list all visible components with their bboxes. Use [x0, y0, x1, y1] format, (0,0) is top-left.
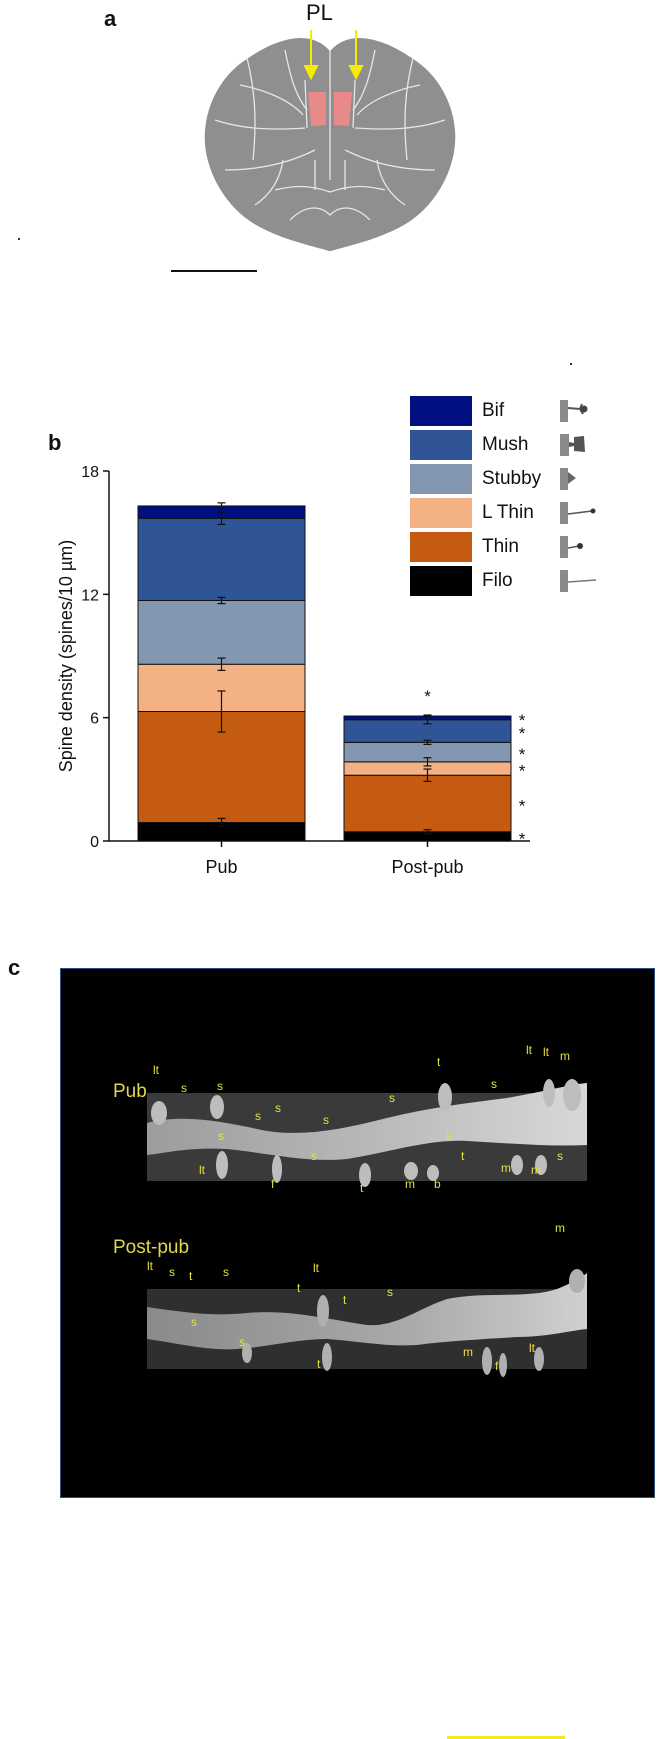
legend-label: L Thin: [482, 502, 534, 524]
spine-label-postpub: lt: [529, 1341, 535, 1355]
legend-label: Filo: [482, 570, 513, 592]
panel-c-letter: c: [8, 955, 20, 981]
bar-segment-mush: [138, 518, 305, 600]
postpub-dendrite-image: [147, 1269, 587, 1399]
legend-item-stubby: Stubby: [410, 464, 610, 494]
legend-swatch-mush: [410, 430, 472, 460]
legend-label: Stubby: [482, 468, 541, 490]
spine-label-pub: m: [501, 1161, 511, 1175]
legend-item-mush: Mush: [410, 430, 610, 460]
spine-label-pub: m: [531, 1163, 541, 1177]
legend-label: Mush: [482, 434, 528, 456]
bifurcated-spine-icon: [558, 398, 598, 424]
legend-swatch-stubby: [410, 464, 472, 494]
spine-label-postpub: s: [223, 1265, 229, 1279]
scale-bar-a: [171, 270, 257, 272]
spine-label-postpub: s: [169, 1265, 175, 1279]
spine-label-postpub: m: [555, 1221, 565, 1235]
spine-label-pub: lt: [199, 1163, 205, 1177]
spine-label-postpub: t: [566, 1305, 569, 1319]
spine-label-pub: lt: [153, 1063, 159, 1077]
bar-segment-thin: [344, 775, 511, 832]
spine-label-pub: s: [275, 1101, 281, 1115]
y-tick-label: 12: [81, 587, 99, 604]
mushroom-spine-icon: [558, 432, 598, 458]
significance-star-total: *: [424, 687, 431, 706]
y-tick-label: 6: [90, 711, 99, 728]
y-tick-label: 18: [81, 464, 99, 481]
legend-swatch-lthin: [410, 498, 472, 528]
spine-label-postpub: t: [297, 1281, 300, 1295]
legend-item-lthin: L Thin: [410, 498, 610, 528]
spine-label-pub: t: [360, 1181, 363, 1195]
legend-item-filo: Filo: [410, 566, 610, 596]
significance-star: *: [519, 762, 526, 781]
spine-label-pub: t: [461, 1149, 464, 1163]
x-tick-label: Pub: [205, 857, 237, 877]
spine-label-postpub: t: [317, 1357, 320, 1371]
legend-label: Thin: [482, 536, 519, 558]
spine-label-pub: lt: [526, 1043, 532, 1057]
pl-region-right: [334, 92, 352, 126]
spine-label-pub: lt: [543, 1045, 549, 1059]
spine-label-pub: s: [491, 1077, 497, 1091]
stray-dot: [570, 363, 572, 365]
spine-label-postpub: m: [463, 1345, 473, 1359]
legend-item-bif: Bif: [410, 396, 610, 426]
pl-region-left: [308, 92, 326, 126]
stubby-spine-icon: [558, 466, 598, 492]
thin-spine-icon: [558, 534, 598, 560]
spine-label-postpub: lt: [313, 1261, 319, 1275]
spine-label-pub: s: [218, 1129, 224, 1143]
spine-label-postpub: t: [189, 1269, 192, 1283]
significance-star: *: [519, 711, 526, 730]
pub-micrograph-label: Pub: [113, 1081, 147, 1103]
significance-star: *: [519, 829, 526, 848]
bar-segment-stubby: [138, 601, 305, 665]
legend-label: Bif: [482, 400, 504, 422]
spine-label-pub: s: [557, 1149, 563, 1163]
spine-label-postpub: f: [495, 1359, 498, 1373]
legend-swatch-thin: [410, 532, 472, 562]
panel-a-letter: a: [104, 6, 116, 32]
spine-label-pub: f: [271, 1177, 274, 1191]
postpub-micrograph-label: Post-pub: [113, 1237, 189, 1259]
spine-label-postpub: s: [239, 1335, 245, 1349]
spine-label-pub: s: [255, 1109, 261, 1123]
spine-label-postpub: s: [387, 1285, 393, 1299]
legend-swatch-filo: [410, 566, 472, 596]
significance-star: *: [519, 745, 526, 764]
spine-label-pub: s: [446, 1129, 452, 1143]
spine-label-pub: s: [311, 1149, 317, 1163]
micrograph-panel: Pub Post-pub lt: [60, 968, 655, 1498]
spine-label-pub: s: [217, 1079, 223, 1093]
spine-label-postpub: t: [343, 1293, 346, 1307]
spine-label-pub: b: [434, 1177, 441, 1191]
spine-label-pub: s: [181, 1081, 187, 1095]
spine-label-postpub: s: [191, 1315, 197, 1329]
y-axis-label: Spine density (spines/10 µm): [56, 540, 76, 772]
significance-star: *: [519, 796, 526, 815]
spine-label-pub: m: [405, 1177, 415, 1191]
brain-section-diagram: [195, 20, 465, 260]
filopodium-spine-icon: [558, 568, 598, 594]
y-tick-label: 0: [90, 834, 99, 851]
spine-label-pub: s: [389, 1091, 395, 1105]
pub-dendrite-image: [147, 1073, 587, 1207]
stray-dot: [18, 238, 20, 240]
spine-label-pub: m: [560, 1049, 570, 1063]
spine-label-pub: t: [437, 1055, 440, 1069]
long-thin-spine-icon: [558, 500, 598, 526]
legend-swatch-bif: [410, 396, 472, 426]
spine-label-postpub: lt: [147, 1259, 153, 1273]
x-tick-label: Post-pub: [391, 857, 463, 877]
legend-item-thin: Thin: [410, 532, 610, 562]
spine-label-pub: s: [323, 1113, 329, 1127]
